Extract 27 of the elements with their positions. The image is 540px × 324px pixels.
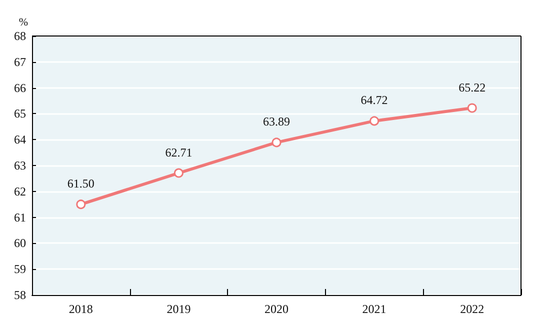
point	[174, 168, 184, 178]
x-tick-label: 2020	[264, 302, 288, 316]
y-tick-label: 59	[14, 262, 26, 276]
y-tick-label: 68	[14, 29, 26, 43]
point	[272, 138, 282, 148]
x-tick-label: 2022	[460, 302, 484, 316]
x-tick-label: 2021	[362, 302, 386, 316]
point	[467, 103, 477, 113]
data-label: 62.71	[165, 145, 192, 160]
y-tick-label: 61	[14, 210, 26, 224]
data-label: 61.50	[67, 176, 94, 191]
y-tick-label: 65	[14, 106, 26, 121]
y-tick-label: 64	[14, 132, 26, 147]
y-tick-label: 63	[14, 158, 26, 172]
y-tick-label: 67	[14, 54, 26, 69]
y-tick-label: 66	[14, 80, 26, 95]
point	[76, 200, 86, 210]
data-label: 63.89	[263, 114, 290, 129]
y-axis-title: %	[18, 16, 28, 28]
y-tick-label: 62	[14, 184, 26, 198]
x-tick-label: 2018	[68, 302, 93, 316]
data-label: 65.22	[458, 80, 486, 94]
y-tick-label: 58	[14, 288, 26, 302]
data-label: 64.72	[360, 93, 388, 108]
x-tick-label: 2019	[166, 302, 191, 316]
y-tick-label: 60	[14, 236, 26, 250]
point	[370, 116, 380, 126]
